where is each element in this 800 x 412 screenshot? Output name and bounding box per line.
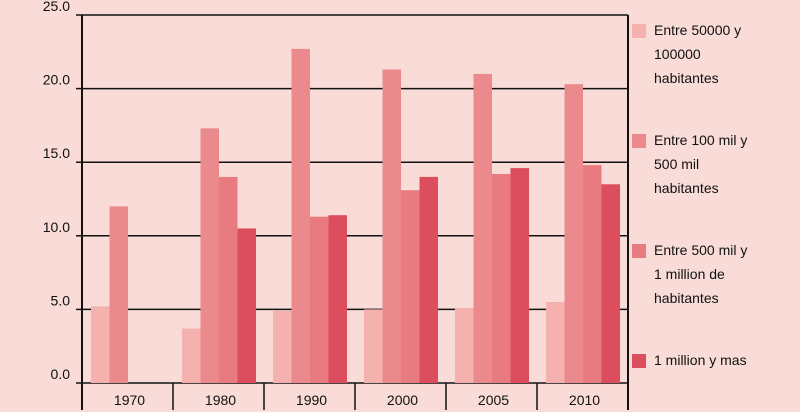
bar: [510, 168, 529, 383]
bar: [364, 309, 383, 383]
bar: [237, 228, 256, 383]
bar: [91, 306, 110, 383]
y-tick-label: 10.0: [43, 219, 70, 235]
bar: [583, 165, 602, 383]
y-tick-label: 25.0: [43, 0, 70, 14]
bars: [91, 48, 620, 384]
x-tick-label: 1990: [296, 392, 327, 408]
bar: [492, 173, 511, 383]
x-tick-label: 1970: [114, 392, 145, 408]
bar: [401, 190, 420, 383]
x-tick-labels: 1970 1980 1990 2000 2005 2010: [114, 392, 600, 408]
bar: [473, 73, 492, 383]
bar: [200, 128, 219, 383]
x-tick-label: 2005: [478, 392, 509, 408]
bar: [564, 84, 583, 384]
legend-label: Entre 50000 y 100000 habitantes: [654, 22, 742, 86]
legend-swatch: [632, 354, 646, 368]
x-tick-label: 2000: [387, 392, 418, 408]
x-tick-label: 1980: [205, 392, 236, 408]
bar: [601, 184, 620, 383]
legend-label: 1 million y mas: [654, 352, 747, 368]
bar: [546, 302, 565, 383]
y-tick-label: 0.0: [51, 366, 71, 382]
y-tick-label: 20.0: [43, 72, 70, 88]
bar: [328, 215, 347, 383]
legend-swatch: [632, 244, 646, 258]
legend-label: Entre 100 mil y 500 mil habitantes: [654, 132, 748, 196]
y-tick-label: 5.0: [51, 292, 71, 308]
bar: [273, 310, 292, 383]
bar: [182, 328, 201, 383]
legend-swatch: [632, 134, 646, 148]
y-tick-labels: 0.0 5.0 10.0 15.0 20.0 25.0: [43, 0, 70, 382]
bar: [310, 216, 329, 383]
bar: [382, 69, 401, 384]
bar: [109, 206, 128, 383]
bar: [419, 176, 438, 383]
axes: [76, 14, 629, 410]
x-tick-label: 2010: [569, 392, 600, 408]
legend-label: Entre 500 mil y 1 million de habitantes: [654, 242, 748, 306]
bar: [455, 307, 474, 383]
legend-swatch: [632, 24, 646, 38]
bar: [219, 176, 238, 383]
bar: [291, 48, 310, 384]
y-tick-label: 15.0: [43, 145, 70, 161]
